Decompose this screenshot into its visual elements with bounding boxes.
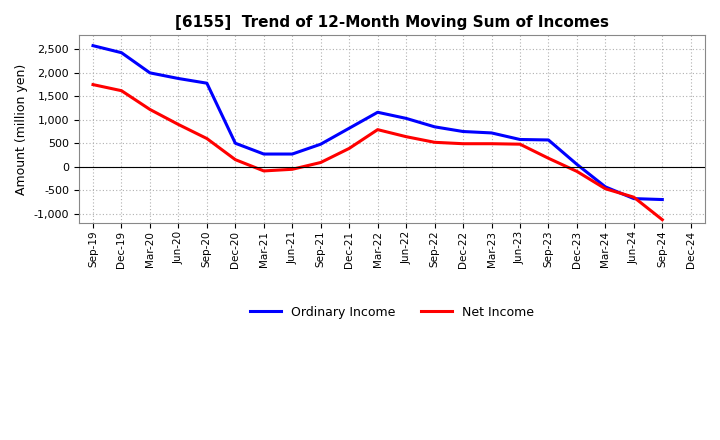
Ordinary Income <box>145 70 154 76</box>
Net Income <box>345 146 354 151</box>
Net Income <box>288 167 297 172</box>
Ordinary Income <box>629 196 638 201</box>
Ordinary Income <box>431 124 439 129</box>
Ordinary Income <box>516 137 524 142</box>
Net Income <box>89 82 97 87</box>
Ordinary Income <box>89 43 97 48</box>
Ordinary Income <box>601 184 610 190</box>
Ordinary Income <box>117 50 126 55</box>
Net Income <box>431 139 439 145</box>
Net Income <box>174 122 183 127</box>
Ordinary Income <box>202 81 211 86</box>
Net Income <box>572 169 581 174</box>
Net Income <box>658 217 667 222</box>
Ordinary Income <box>374 110 382 115</box>
Net Income <box>231 157 240 162</box>
Ordinary Income <box>459 129 467 134</box>
Y-axis label: Amount (million yen): Amount (million yen) <box>15 63 28 195</box>
Line: Ordinary Income: Ordinary Income <box>93 46 662 200</box>
Ordinary Income <box>487 130 496 136</box>
Net Income <box>202 136 211 141</box>
Ordinary Income <box>544 137 553 143</box>
Net Income <box>259 168 268 173</box>
Ordinary Income <box>316 142 325 147</box>
Net Income <box>544 156 553 161</box>
Net Income <box>487 141 496 147</box>
Net Income <box>117 88 126 93</box>
Net Income <box>516 142 524 147</box>
Net Income <box>145 107 154 112</box>
Ordinary Income <box>402 116 410 121</box>
Net Income <box>629 194 638 200</box>
Ordinary Income <box>572 162 581 167</box>
Net Income <box>374 127 382 132</box>
Title: [6155]  Trend of 12-Month Moving Sum of Incomes: [6155] Trend of 12-Month Moving Sum of I… <box>175 15 609 30</box>
Ordinary Income <box>231 141 240 146</box>
Ordinary Income <box>174 76 183 81</box>
Net Income <box>402 134 410 139</box>
Net Income <box>316 160 325 165</box>
Ordinary Income <box>345 125 354 131</box>
Line: Net Income: Net Income <box>93 84 662 220</box>
Net Income <box>459 141 467 147</box>
Legend: Ordinary Income, Net Income: Ordinary Income, Net Income <box>245 301 539 323</box>
Ordinary Income <box>288 151 297 157</box>
Ordinary Income <box>259 151 268 157</box>
Ordinary Income <box>658 197 667 202</box>
Net Income <box>601 186 610 191</box>
